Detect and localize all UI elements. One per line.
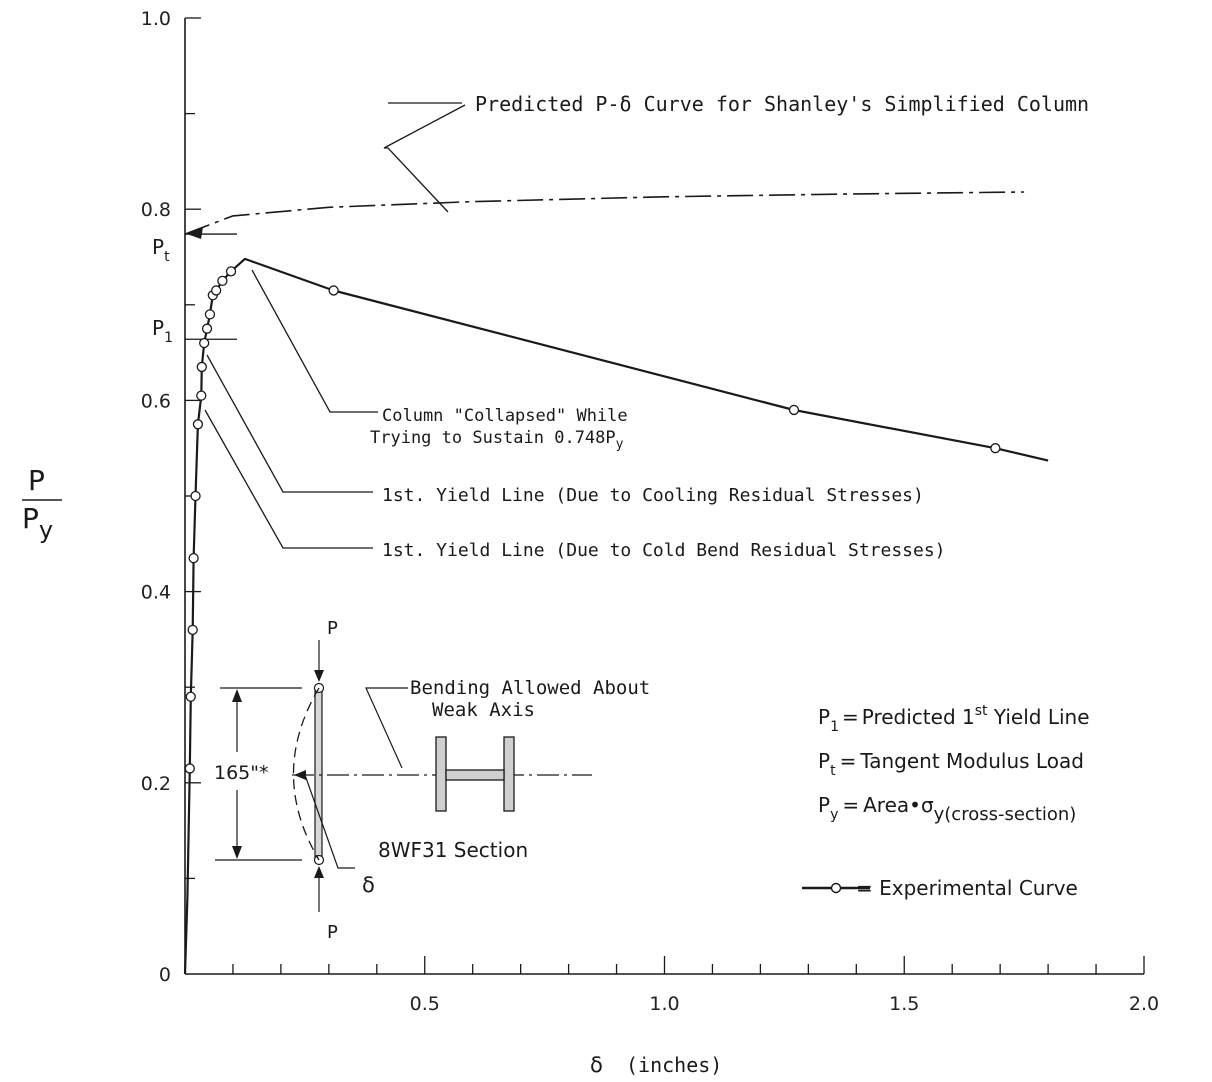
experimental-point <box>201 323 213 334</box>
collapse-leader <box>251 269 378 413</box>
sketch-load-bottom: P <box>327 922 338 943</box>
legend: P1 = Predicted 1st Yield Line Pt = Tangent M… <box>802 703 1090 900</box>
yield-cold-leader <box>204 409 373 549</box>
legend-pt: Pt = Tangent Modulus Load <box>818 749 1084 779</box>
y-tick-label: 0.2 <box>141 773 171 795</box>
sketch-dim-arrow-up <box>232 689 242 702</box>
x-tick-label: 1.0 <box>649 993 679 1015</box>
bending-label-2: Weak Axis <box>432 699 535 721</box>
legend-exp-marker <box>830 882 842 894</box>
bending-label-1: Bending Allowed About <box>410 677 650 699</box>
experimental-point <box>188 552 199 564</box>
experimental-point <box>328 285 339 296</box>
sketch-bottom-arrowhead <box>314 866 324 878</box>
experimental-point <box>217 275 228 287</box>
bending-leader <box>365 687 408 769</box>
y-tick-label: 0.8 <box>141 199 171 221</box>
ylabel-denominator: Py <box>22 502 53 544</box>
ylabel: P Py <box>22 464 62 544</box>
legend-exp-label: = Experimental Curve <box>856 876 1078 900</box>
shanley-label: Predicted P-δ Curve for Shanley's Simpli… <box>475 92 1089 116</box>
sketch-axis-arrowhead <box>294 770 306 780</box>
y-tick-label: 1.0 <box>141 8 171 30</box>
experimental-point <box>225 266 237 277</box>
wf-section-icon <box>435 736 515 812</box>
reference-label: P1 <box>152 316 173 346</box>
reference-label: Pt <box>152 235 170 265</box>
experimental-point <box>192 419 204 430</box>
xlabel: δ (inches) <box>590 1053 722 1077</box>
x-tick-label: 0.5 <box>410 993 440 1015</box>
experimental-point <box>211 285 222 296</box>
experimental-point <box>185 691 196 702</box>
experimental-point <box>990 443 1001 454</box>
sketch-section-label: 8WF31 Section <box>378 838 528 862</box>
experimental-point <box>204 309 216 320</box>
experimental-point <box>184 763 195 774</box>
xlabel-symbol: δ <box>590 1053 603 1077</box>
annotations: Predicted P-δ Curve for Shanley's Simpli… <box>204 92 1089 561</box>
x-tick-label: 2.0 <box>1129 993 1159 1015</box>
experimental-curve <box>183 257 1049 975</box>
yield-cold-label: 1st. Yield Line (Due to Cold Bend Residu… <box>382 540 946 561</box>
ylabel-numerator: P <box>28 464 45 497</box>
y-tick-label: 0 <box>159 964 171 986</box>
y-tick-label: 0.4 <box>141 582 171 604</box>
shanley-arrowhead <box>187 227 203 240</box>
experimental-point <box>196 361 207 373</box>
sketch-length-label: 165"* <box>214 762 269 784</box>
yield-cooling-label: 1st. Yield Line (Due to Cooling Residual… <box>382 485 924 506</box>
xlabel-unit: (inches) <box>626 1053 722 1077</box>
axes: 0 0.2 0.4 0.6 0.8 1.0 0.5 1.0 1.5 2.0 Pt P1 <box>141 8 1159 1015</box>
yield-cooling-leader <box>206 354 373 493</box>
experimental-point <box>190 490 201 502</box>
legend-py: Py = Area•σy(cross-section) <box>818 793 1076 825</box>
delta-leader <box>304 774 355 869</box>
collapse-label-2: Trying to Sustain 0.748Py <box>370 428 624 452</box>
x-tick-label: 1.5 <box>889 993 919 1015</box>
legend-p1: P1 = Predicted 1st Yield Line <box>818 703 1090 735</box>
sketch-dim-arrow-down <box>232 846 242 859</box>
series-layer <box>183 191 1049 975</box>
sketch-load-top: P <box>327 618 338 639</box>
sketch-deflected-shape <box>292 687 320 861</box>
sketch-column <box>314 687 323 861</box>
experimental-point <box>187 624 198 635</box>
experimental-point <box>199 337 210 349</box>
sketch-delta-label: δ <box>362 873 375 897</box>
shanley-leader <box>383 104 466 213</box>
collapse-label-1: Column "Collapsed" While <box>382 406 628 426</box>
column-sketch: P P 165"* Bending Allowed About Weak Axi… <box>214 618 650 943</box>
experimental-point <box>196 390 207 401</box>
y-tick-label: 0.6 <box>141 390 171 412</box>
shanley-predicted-curve <box>184 191 1025 235</box>
experimental-point <box>788 404 800 416</box>
sketch-top-arrowhead <box>314 670 324 682</box>
